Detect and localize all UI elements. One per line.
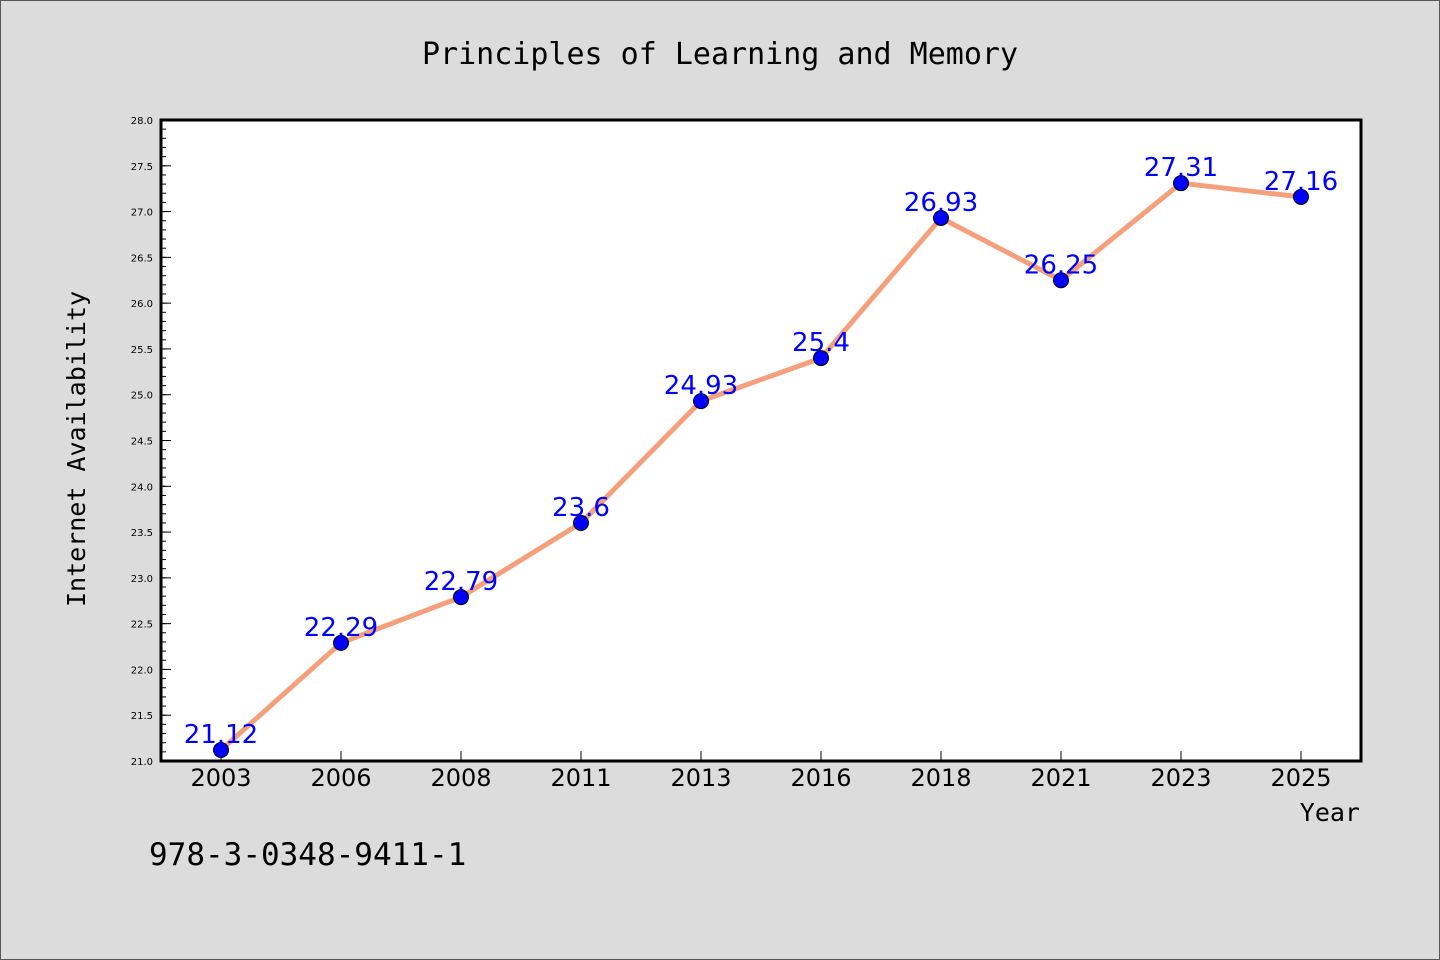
x-axis-label: Year [1300,798,1360,827]
y-tick-label: 27.5 [131,162,153,173]
x-tick-label: 2023 [1150,764,1211,792]
data-label: 23.6 [552,493,610,523]
y-tick-label: 24.0 [131,482,153,493]
data-label: 27.16 [1264,167,1338,197]
series-layer [213,175,1309,759]
y-tick-label: 21.0 [131,757,153,768]
x-tick-label: 2008 [430,764,491,792]
y-tick-label: 26.5 [131,253,153,264]
y-tick-label: 24.5 [131,437,153,448]
y-tick-label: 27.0 [131,208,153,219]
data-point [933,209,949,226]
data-point [1293,188,1309,205]
data-point [213,742,229,759]
data-point [813,350,829,367]
y-tick-label: 23.5 [131,528,153,539]
y-tick-label: 22.5 [131,620,153,631]
data-point [333,634,349,651]
x-tick-label: 2003 [190,764,251,792]
y-axis-ticks: 21.0 21.5 22.0 22.5 23.0 23.5 24.0 24.5 25.0 25.5… [131,116,171,768]
data-label: 25.4 [792,328,850,358]
data-point [453,589,469,606]
x-tick-label: 2006 [310,764,371,792]
data-label: 26.93 [904,188,978,218]
x-tick-label: 2011 [550,764,611,792]
x-tick-label: 2013 [670,764,731,792]
data-label: 26.25 [1024,250,1098,280]
x-axis-ticks: 2003 2006 2008 2011 2013 2016 2018 2021 2023 2025 [190,751,1332,792]
y-tick-label: 22.0 [131,665,153,676]
data-point [693,393,709,410]
plot-frame [159,118,1363,763]
series-line [218,180,1304,753]
data-point [573,514,589,531]
x-tick-label: 2018 [910,764,971,792]
y-tick-label: 23.0 [131,574,153,585]
data-label: 22.29 [304,613,378,643]
isbn-text: 978-3-0348-9411-1 [149,837,466,873]
data-label: 27.31 [1144,153,1218,183]
data-label: 22.79 [424,567,498,597]
x-tick-label: 2016 [790,764,851,792]
y-tick-label: 25.0 [131,391,153,402]
y-tick-label: 21.5 [131,711,153,722]
x-tick-label: 2025 [1270,764,1331,792]
data-labels-layer: 21.12 22.29 22.79 23.6 24.93 25.4 26.93 26.25 27… [184,153,1338,750]
data-point [1053,272,1069,289]
data-point [1173,175,1189,192]
y-axis-label: Internet Availability [62,291,91,607]
y-tick-label: 26.0 [131,299,153,310]
data-label: 21.12 [184,720,258,750]
y-tick-label: 28.0 [131,116,153,127]
chart-title: Principles of Learning and Memory [422,37,1018,72]
data-label: 24.93 [664,371,738,401]
plot-area [159,118,1363,763]
x-tick-label: 2021 [1030,764,1091,792]
y-tick-label: 25.5 [131,345,153,356]
